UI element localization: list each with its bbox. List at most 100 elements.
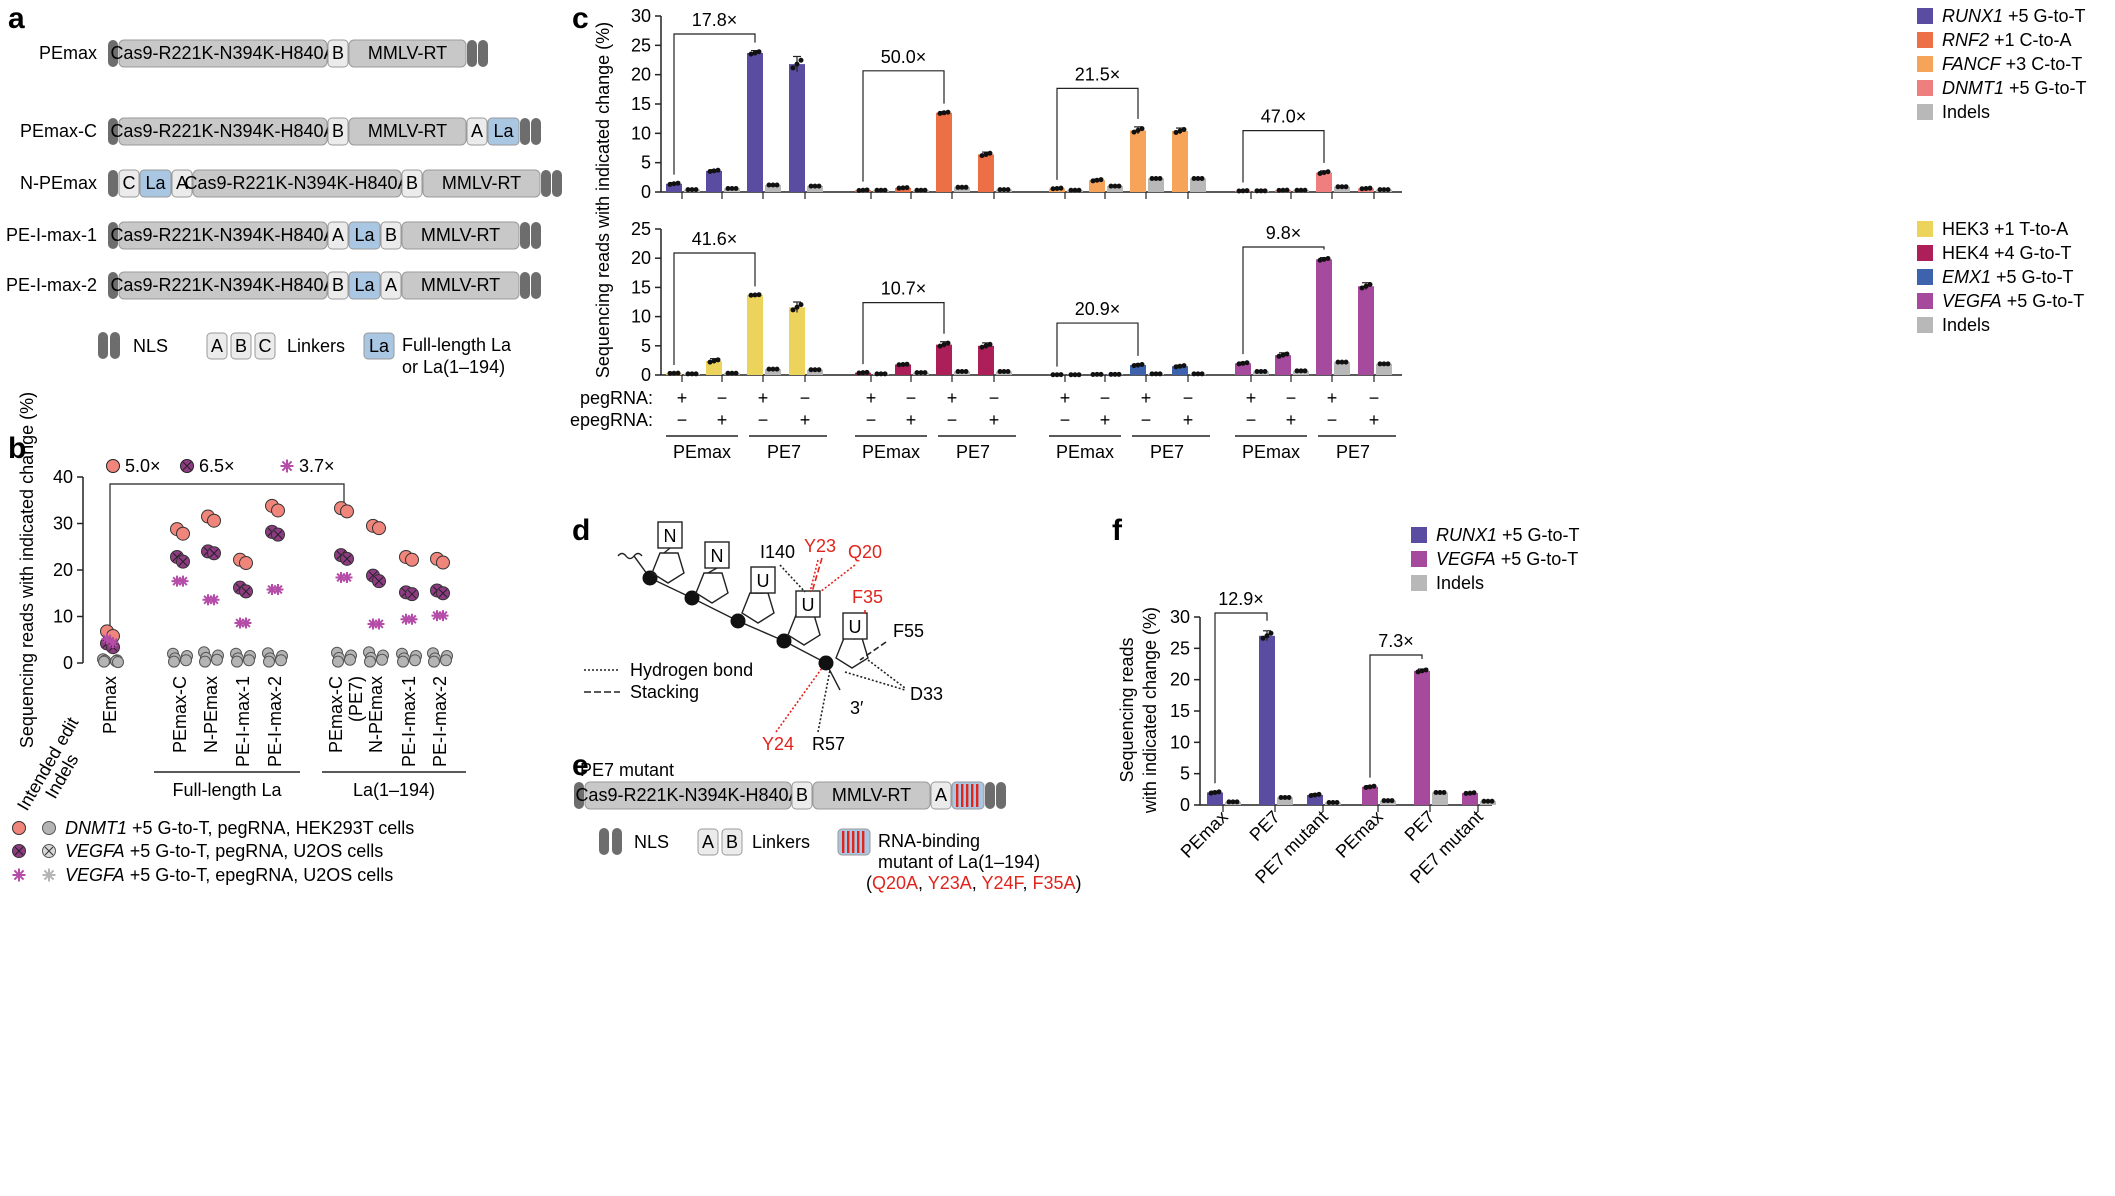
gene-name: VEGFA: [65, 841, 125, 861]
fold-bracket: [1214, 612, 1268, 784]
hydrogen-bond: [844, 659, 906, 691]
replicate-dot: [1276, 187, 1282, 193]
panel-letter-f: f: [1112, 514, 1123, 547]
replicate-dot: [1072, 187, 1078, 193]
nls-block: [541, 170, 551, 197]
hydrogen-bond-red: [819, 564, 856, 593]
pegrna-sign: −: [989, 388, 1000, 408]
replicate-dot: [1050, 186, 1056, 192]
replicate-dot: [1294, 187, 1300, 193]
separator: ,: [918, 873, 928, 893]
point-epeg: [208, 594, 220, 606]
point-indel: [243, 654, 255, 667]
epegrna-sign: −: [1327, 410, 1338, 430]
point-vegfa-cross: [209, 548, 219, 558]
epegrna-sign: +: [906, 410, 917, 430]
phosphate-node: [684, 590, 700, 606]
y-tick-label: 0: [641, 365, 651, 385]
replicate-dot: [1317, 257, 1323, 263]
legend-bottom-label: HEK3 +1 T-to-A: [1942, 219, 2068, 239]
bar-indel: [1376, 363, 1392, 375]
point-epeg: [373, 618, 385, 630]
x-tick-label: (PE7): [346, 676, 366, 722]
pegrna-sign: −: [1369, 388, 1380, 408]
construct-segment: [348, 39, 467, 68]
pegrna-sign: −: [1183, 388, 1194, 408]
legend-top-swatch: [1917, 32, 1933, 48]
segment-label: La: [145, 173, 166, 193]
point-indel: [98, 655, 110, 668]
y-axis-label-line1: Sequencing reads: [1117, 637, 1137, 782]
mutation-list: (Q20A, Y23A, Y24F, F35A): [866, 873, 1082, 893]
x-tick-label: PEmax: [100, 676, 120, 734]
fold-bracket: [109, 483, 345, 629]
linker-legend-box: [206, 332, 228, 360]
epegrna-sign: −: [677, 410, 688, 430]
point-vegfa-cross: [407, 589, 417, 599]
replicate-dot: [790, 307, 796, 313]
replicate-dot: [1177, 363, 1183, 369]
x-tick-label: N-PEmax: [201, 676, 221, 753]
segment-label: La: [354, 225, 375, 245]
nls-block: [520, 272, 530, 299]
replicate-dot: [997, 368, 1003, 374]
bar-edit: [666, 183, 682, 192]
nls-block: [108, 118, 118, 145]
replicate-dot: [1157, 371, 1163, 377]
y-tick-label: 15: [1170, 701, 1190, 721]
replicate-dot: [860, 187, 866, 193]
fold-bracket: [673, 33, 756, 175]
point-epeg: [234, 617, 246, 629]
nls-block: [108, 170, 118, 197]
legend-top-swatch: [1917, 56, 1933, 72]
editor-group-label: PEmax: [1056, 442, 1114, 462]
legend-entry: VEGFA +5 G-to-T, pegRNA, U2OS cells: [65, 841, 383, 861]
legend-top-swatch: [1917, 8, 1933, 24]
bar-indel: [765, 184, 781, 192]
construct-segment: [139, 169, 172, 198]
linker-legend-box: [254, 332, 276, 360]
legend-text: +1 C-to-A: [1989, 30, 2072, 50]
replicate-dot: [1419, 668, 1425, 674]
replicate-dot: [1258, 188, 1264, 194]
panel-letter-d: d: [572, 514, 590, 547]
construct-segment: [118, 169, 140, 198]
replicate-dot: [1139, 126, 1145, 132]
replicate-dot: [963, 368, 969, 374]
segment-label: MMLV-RT: [368, 121, 447, 141]
replicate-dot: [774, 182, 780, 188]
legend-text: +3 C-to-T: [2001, 54, 2083, 74]
nls-legend-block: [98, 332, 108, 359]
segment-label: MMLV-RT: [442, 173, 521, 193]
construct-name: PE-I-max-1: [6, 225, 97, 245]
replicate-dot: [937, 110, 943, 116]
bar-edit: [1089, 180, 1105, 192]
rna-binding-legend-block-stripe: [847, 831, 850, 853]
rb-legend-line2: mutant of La(1–194): [878, 852, 1040, 872]
legend-text: +5 G-to-T, pegRNA, HEK293T cells: [127, 818, 414, 838]
replicate-dot: [1441, 789, 1447, 795]
replicate-dot: [941, 110, 947, 116]
point-indel: [275, 654, 287, 667]
bar-edit: [1316, 259, 1332, 375]
panel-letter-b: b: [8, 432, 26, 465]
point-epeg: [266, 584, 278, 596]
replicate-dot: [1068, 372, 1074, 378]
replicate-dot: [790, 65, 796, 71]
construct-segment: [380, 271, 402, 300]
linker-legend-box: [721, 828, 743, 856]
replicate-dot: [1308, 793, 1314, 799]
point-vegfa-cross: [342, 554, 352, 564]
replicate-dot: [1312, 792, 1318, 798]
replicate-dot: [1157, 176, 1163, 182]
sugar-ring: [835, 637, 869, 669]
legend-bottom-swatch: [1917, 221, 1933, 237]
fold-label: 3.7×: [299, 456, 335, 476]
replicate-dot: [1280, 352, 1286, 358]
bar-edit: [1259, 635, 1275, 805]
legend-indel-cross: [44, 846, 54, 856]
fold-bracket: [1369, 654, 1423, 778]
point-vegfa-cross: [178, 557, 188, 566]
replicate-dot: [1094, 177, 1100, 183]
